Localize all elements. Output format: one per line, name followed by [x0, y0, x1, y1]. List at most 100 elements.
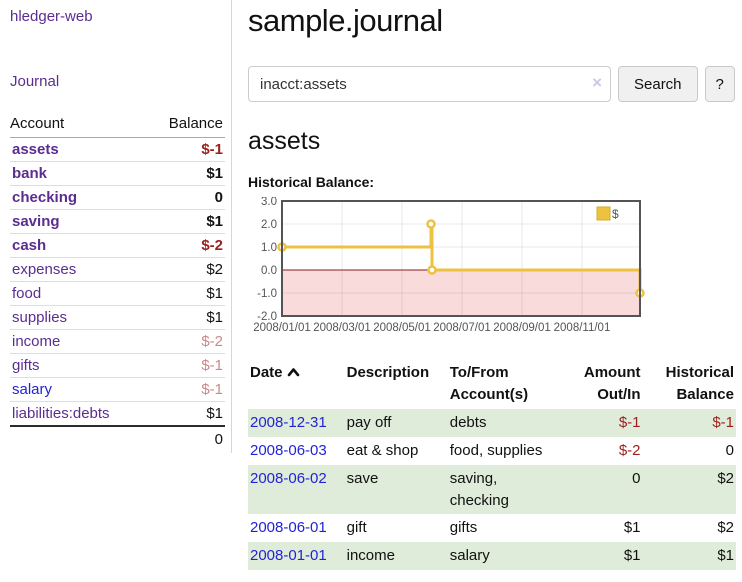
search-form: × Search ? [248, 66, 736, 103]
account-balance: $-1 [148, 353, 225, 378]
page-title: sample.journal [248, 3, 443, 38]
accounts-table: Account Balance assets $-1 bank $1 check… [10, 112, 225, 451]
accounts-total-value: 0 [148, 425, 225, 451]
account-row: saving $1 [10, 209, 225, 234]
account-balance: $-1 [201, 141, 223, 158]
transaction-date-link[interactable]: 2008-06-02 [250, 469, 327, 487]
historical-balance-chart: $ 3.0 2.0 1.0 0.0 -1.0 -2.0 2008/01/01 2… [248, 196, 736, 344]
transaction-date-link[interactable]: 2008-01-01 [250, 547, 327, 565]
sidebar: hledger-web Journal Account Balance asse… [0, 0, 232, 453]
sidebar-item-journal[interactable]: Journal [10, 73, 60, 90]
account-balance: 0 [148, 185, 225, 210]
sort-ascending-icon [287, 362, 300, 384]
transaction-date-link[interactable]: 2008-12-31 [250, 414, 327, 432]
register-row: 2008-01-01 income salary $1 $1 [248, 542, 736, 570]
transaction-date-link[interactable]: 2008-06-01 [250, 519, 327, 537]
account-balance: $-2 [148, 329, 225, 354]
search-input[interactable] [248, 66, 611, 103]
transaction-amount: $1 [623, 519, 641, 537]
legend-swatch [596, 206, 611, 221]
transaction-description: pay off [346, 409, 450, 438]
main-content: sample.journal × Search ? assets Histori… [232, 0, 742, 570]
account-link-salary[interactable]: salary [12, 381, 53, 398]
register-header-date: Date [248, 360, 347, 410]
register-header-description: Description [346, 363, 430, 381]
account-link-saving[interactable]: saving [12, 213, 60, 230]
account-link-income[interactable]: income [12, 333, 61, 350]
chart-title: Historical Balance: [248, 173, 375, 190]
date-header-label: Date [250, 363, 283, 381]
account-balance: $1 [148, 305, 225, 330]
transaction-balance: $2 [642, 464, 736, 515]
account-row: assets $-1 [10, 138, 225, 162]
register-row: 2008-06-03 eat & shop food, supplies $-2… [248, 437, 736, 465]
account-page-title: assets [248, 127, 321, 156]
transaction-amount: $1 [560, 542, 643, 570]
svg-text:2008/05/01: 2008/05/01 [373, 322, 431, 334]
transaction-amount: 0 [560, 464, 643, 515]
y-axis-labels: 3.0 2.0 1.0 0.0 -1.0 -2.0 [257, 196, 277, 323]
transaction-balance: $1 [642, 542, 736, 570]
svg-text:2008/09/01: 2008/09/01 [493, 322, 551, 334]
svg-text:2008/07/01: 2008/07/01 [433, 322, 491, 334]
chart-legend: $ [596, 206, 619, 221]
account-link-liabilities-debts[interactable]: liabilities:debts [12, 405, 110, 422]
plot-border [281, 199, 641, 317]
svg-text:-1.0: -1.0 [257, 288, 277, 300]
accounts-header-account: Account [10, 112, 149, 138]
account-link-gifts[interactable]: gifts [12, 357, 40, 374]
account-link-bank[interactable]: bank [12, 165, 48, 182]
svg-text:2008/01/01: 2008/01/01 [253, 322, 311, 334]
transaction-date-link[interactable]: 2008-06-03 [250, 442, 327, 460]
account-link-assets[interactable]: assets [12, 141, 59, 158]
account-link-cash[interactable]: cash [12, 237, 47, 254]
clear-icon[interactable]: × [592, 73, 602, 93]
register-header-row: Date Description To/From Account(s) Amou… [248, 360, 736, 410]
account-link-food[interactable]: food [12, 285, 42, 302]
search-button[interactable]: Search [618, 66, 698, 103]
transaction-description: save [346, 464, 450, 515]
account-row: checking 0 [10, 185, 225, 210]
account-balance: $-1 [148, 377, 225, 402]
account-row: cash $-2 [10, 233, 225, 258]
account-balance: $1 [148, 161, 225, 186]
account-balance: $1 [148, 281, 225, 306]
accounts-header-balance: Balance [148, 112, 225, 138]
account-row: expenses $2 [10, 257, 225, 282]
account-row: salary $-1 [10, 377, 225, 402]
register-header-amount: Amount Out/In [583, 363, 641, 403]
svg-text:3.0: 3.0 [261, 197, 277, 208]
accounts-table-header: Account Balance [10, 112, 225, 138]
svg-text:1.0: 1.0 [261, 242, 277, 254]
help-button[interactable]: ? [704, 66, 735, 103]
register-row: 2008-12-31 pay off debts $-1 $-1 [248, 409, 736, 438]
svg-text:2008/03/01: 2008/03/01 [313, 322, 371, 334]
account-row: liabilities:debts $1 [10, 401, 225, 426]
transaction-accounts: saving, checking [449, 464, 561, 515]
transaction-amount: $-1 [560, 409, 643, 438]
account-balance: $-2 [148, 233, 225, 258]
account-balance: $1 [148, 209, 225, 234]
account-row: gifts $-1 [10, 353, 225, 378]
transaction-description: income [346, 542, 450, 570]
account-row: bank $1 [10, 161, 225, 186]
transaction-balance: $-1 [642, 409, 736, 438]
svg-text:2008/11/01: 2008/11/01 [554, 322, 611, 334]
register-header-accounts: To/From Account(s) [449, 363, 529, 403]
account-row: income $-2 [10, 329, 225, 354]
svg-text:-2.0: -2.0 [257, 311, 277, 323]
account-row: supplies $1 [10, 305, 225, 330]
app-title-link[interactable]: hledger-web [10, 8, 93, 25]
transaction-description: gift [346, 519, 367, 537]
account-link-expenses[interactable]: expenses [12, 261, 77, 278]
transaction-accounts: salary [449, 542, 561, 570]
negative-region [282, 269, 640, 316]
svg-text:2.0: 2.0 [261, 219, 277, 231]
account-link-checking[interactable]: checking [12, 189, 78, 206]
transaction-accounts: debts [449, 409, 561, 438]
transaction-accounts: food, supplies [449, 442, 543, 460]
account-link-supplies[interactable]: supplies [12, 309, 68, 326]
transaction-accounts: gifts [449, 519, 478, 537]
transaction-amount: $-2 [618, 442, 641, 460]
chart-svg: $ 3.0 2.0 1.0 0.0 -1.0 -2.0 2008/01/01 2… [253, 196, 645, 334]
